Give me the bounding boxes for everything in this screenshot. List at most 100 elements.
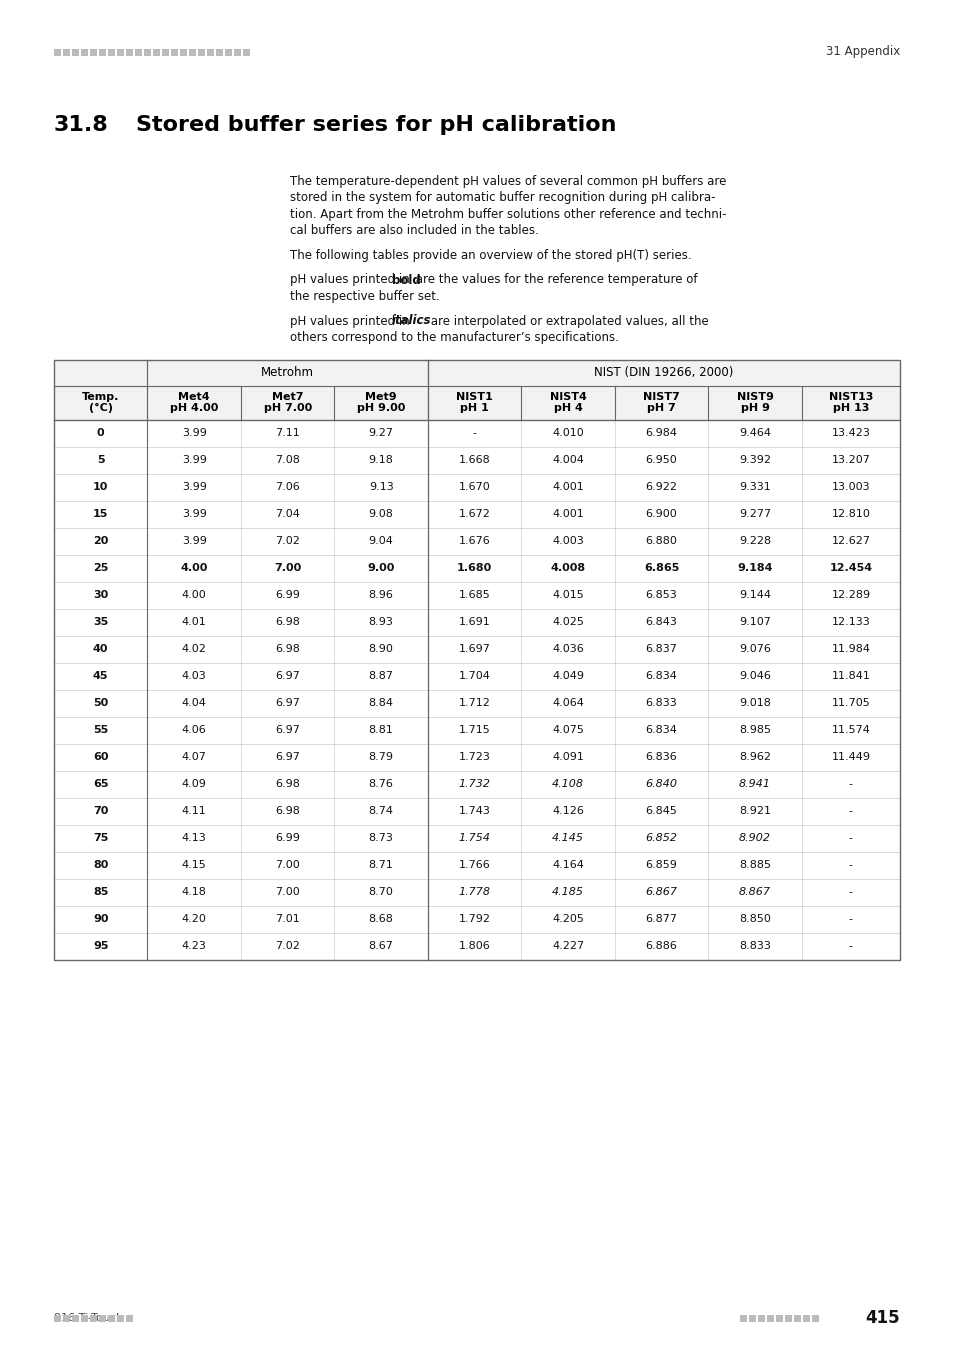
Bar xyxy=(54,501,899,528)
Text: 4.025: 4.025 xyxy=(552,617,583,626)
Text: 10: 10 xyxy=(93,482,109,491)
Text: -: - xyxy=(848,914,852,923)
Bar xyxy=(758,1315,764,1322)
Bar xyxy=(108,1315,115,1322)
Bar xyxy=(775,1315,782,1322)
Bar xyxy=(54,528,899,555)
Text: 30: 30 xyxy=(93,590,109,599)
Text: 4.164: 4.164 xyxy=(552,860,583,869)
Text: 4.18: 4.18 xyxy=(182,887,207,896)
Text: 1.743: 1.743 xyxy=(458,806,490,815)
Text: italics: italics xyxy=(392,315,431,328)
Bar xyxy=(802,1315,809,1322)
Text: 13.423: 13.423 xyxy=(831,428,869,437)
Text: 9.18: 9.18 xyxy=(369,455,394,464)
Text: are the values for the reference temperature of: are the values for the reference tempera… xyxy=(412,274,697,286)
Text: 12.627: 12.627 xyxy=(831,536,869,545)
Text: 1.712: 1.712 xyxy=(458,698,490,707)
Text: NIST (DIN 19266, 2000): NIST (DIN 19266, 2000) xyxy=(594,366,733,379)
Text: 90: 90 xyxy=(92,914,109,923)
Text: 6.834: 6.834 xyxy=(645,725,677,734)
Text: 8.902: 8.902 xyxy=(739,833,770,842)
Bar xyxy=(233,49,241,55)
Text: 9.392: 9.392 xyxy=(739,455,770,464)
Text: 6.97: 6.97 xyxy=(275,752,300,761)
Text: -: - xyxy=(848,779,852,788)
Text: 6.845: 6.845 xyxy=(645,806,677,815)
Text: 4.064: 4.064 xyxy=(552,698,583,707)
Text: NIST4
pH 4: NIST4 pH 4 xyxy=(549,392,586,413)
Bar xyxy=(171,49,178,55)
Text: 9.046: 9.046 xyxy=(739,671,770,680)
Text: 4.075: 4.075 xyxy=(552,725,583,734)
Text: 7.08: 7.08 xyxy=(275,455,300,464)
Bar xyxy=(54,717,899,744)
Text: 1.715: 1.715 xyxy=(458,725,490,734)
Text: 4.20: 4.20 xyxy=(182,914,207,923)
Text: 9.184: 9.184 xyxy=(737,563,772,572)
Text: 3.99: 3.99 xyxy=(182,428,207,437)
Text: 4.015: 4.015 xyxy=(552,590,583,599)
Text: -: - xyxy=(848,806,852,815)
Text: 4.108: 4.108 xyxy=(552,779,583,788)
Text: pH values printed in: pH values printed in xyxy=(290,315,413,328)
Text: 80: 80 xyxy=(93,860,109,869)
Text: 7.11: 7.11 xyxy=(275,428,300,437)
Bar xyxy=(54,906,899,933)
Text: 8.885: 8.885 xyxy=(739,860,770,869)
Text: 1.685: 1.685 xyxy=(458,590,490,599)
Text: 6.853: 6.853 xyxy=(645,590,677,599)
Text: 95: 95 xyxy=(92,941,109,950)
Text: 415: 415 xyxy=(864,1310,899,1327)
Bar xyxy=(126,1315,132,1322)
Bar xyxy=(126,49,132,55)
Text: 7.06: 7.06 xyxy=(275,482,300,491)
Text: 6.99: 6.99 xyxy=(275,590,300,599)
Text: 6.922: 6.922 xyxy=(645,482,677,491)
Text: 7.00: 7.00 xyxy=(275,860,300,869)
Text: 9.107: 9.107 xyxy=(739,617,770,626)
Bar xyxy=(793,1315,801,1322)
Text: 8.985: 8.985 xyxy=(739,725,770,734)
Text: 8.76: 8.76 xyxy=(369,779,394,788)
Bar xyxy=(54,447,899,474)
Text: 4.01: 4.01 xyxy=(182,617,207,626)
Text: 55: 55 xyxy=(93,725,109,734)
Text: 6.865: 6.865 xyxy=(643,563,679,572)
Text: 4.00: 4.00 xyxy=(180,563,208,572)
Text: 9.228: 9.228 xyxy=(739,536,770,545)
Bar xyxy=(54,798,899,825)
Bar xyxy=(54,933,899,960)
Text: 15: 15 xyxy=(93,509,109,518)
Text: 9.464: 9.464 xyxy=(739,428,770,437)
Bar xyxy=(54,49,61,55)
Text: 9.13: 9.13 xyxy=(369,482,394,491)
Text: 4.004: 4.004 xyxy=(552,455,583,464)
Text: The temperature-dependent pH values of several common pH buffers are: The temperature-dependent pH values of s… xyxy=(290,176,725,188)
Text: 65: 65 xyxy=(92,779,109,788)
Text: 6.886: 6.886 xyxy=(645,941,677,950)
Text: 4.049: 4.049 xyxy=(552,671,583,680)
Bar xyxy=(207,49,213,55)
Bar xyxy=(63,1315,70,1322)
Text: 9.331: 9.331 xyxy=(739,482,770,491)
Text: 31.8: 31.8 xyxy=(54,115,109,135)
Text: 4.07: 4.07 xyxy=(182,752,207,761)
Text: 4.126: 4.126 xyxy=(552,806,583,815)
Text: 4.13: 4.13 xyxy=(182,833,207,842)
Text: 1.691: 1.691 xyxy=(458,617,490,626)
Text: 8.850: 8.850 xyxy=(739,914,770,923)
Bar xyxy=(225,49,232,55)
Bar xyxy=(198,49,205,55)
Text: 85: 85 xyxy=(93,887,109,896)
Text: NIST13
pH 13: NIST13 pH 13 xyxy=(828,392,872,413)
Text: 9.076: 9.076 xyxy=(739,644,770,653)
Text: 6.852: 6.852 xyxy=(645,833,677,842)
Text: 4.008: 4.008 xyxy=(550,563,585,572)
Text: 75: 75 xyxy=(93,833,109,842)
Text: 11.705: 11.705 xyxy=(831,698,869,707)
Text: 13.003: 13.003 xyxy=(831,482,869,491)
Text: 4.145: 4.145 xyxy=(552,833,583,842)
Text: 8.74: 8.74 xyxy=(368,806,394,815)
Text: 6.984: 6.984 xyxy=(645,428,677,437)
